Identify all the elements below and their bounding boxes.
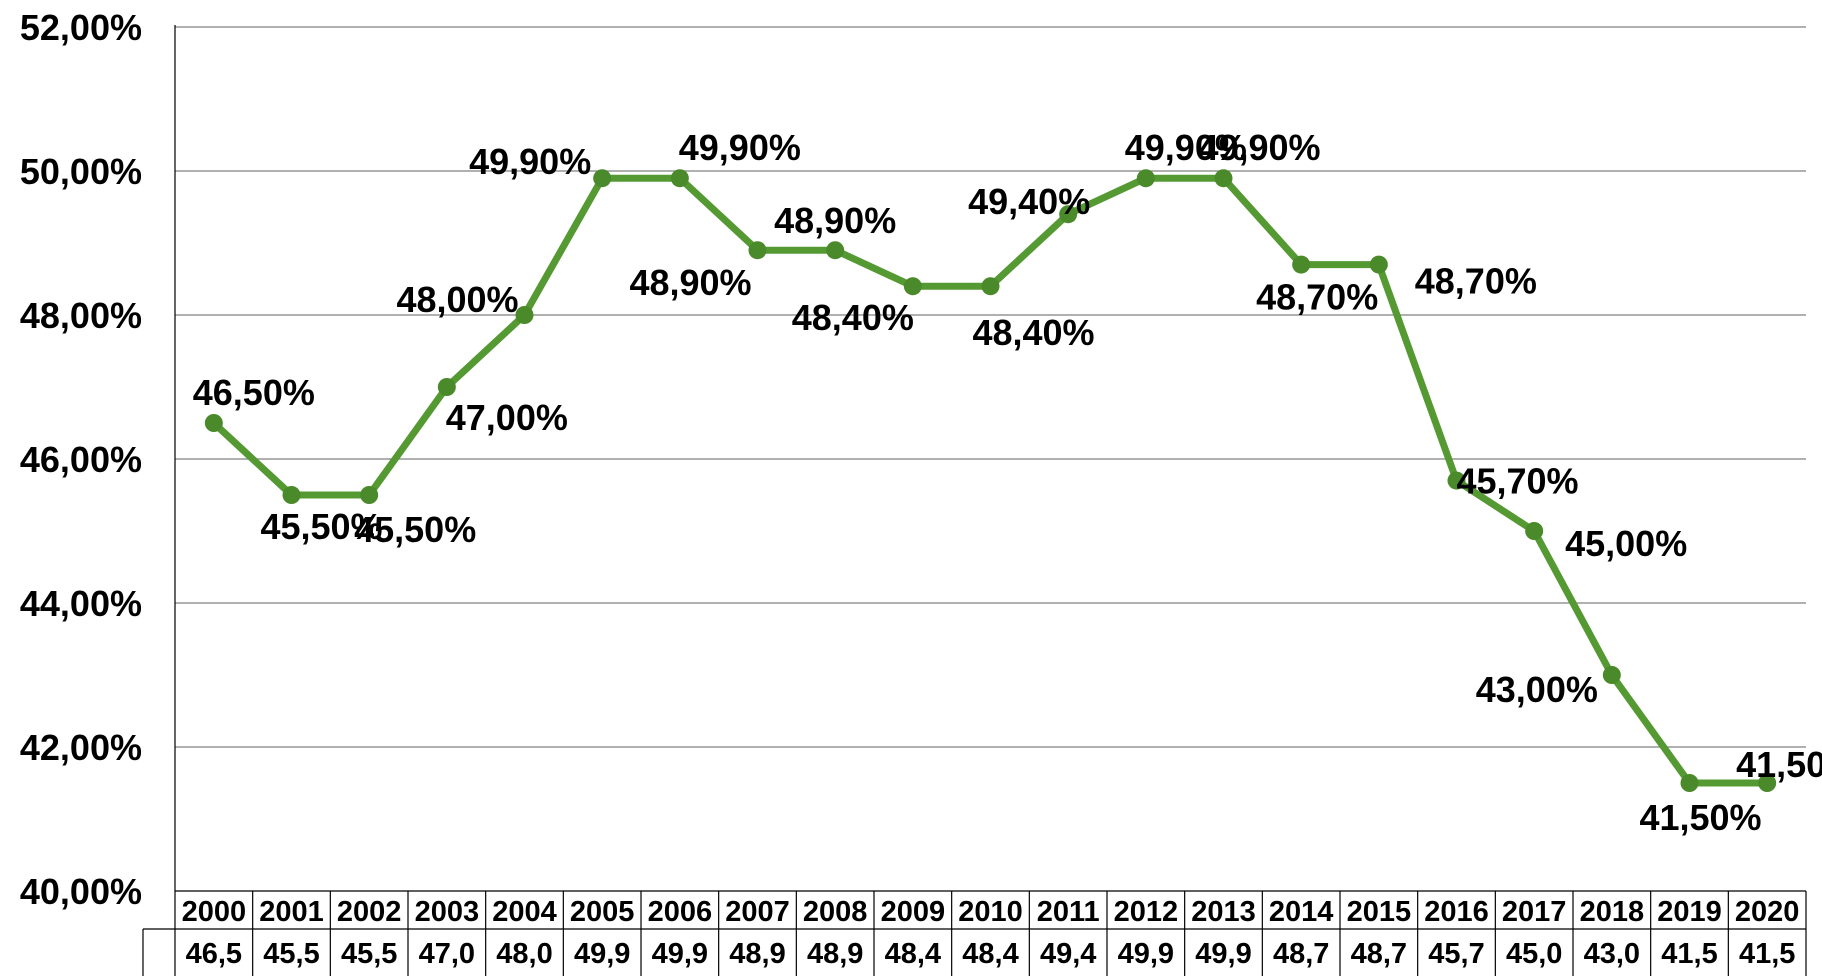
table-value: 48,0 <box>496 938 552 970</box>
data-label: 46,50% <box>193 372 315 413</box>
x-tick-label: 2020 <box>1735 896 1800 928</box>
table-value: 47,0 <box>419 938 475 970</box>
x-tick-label: 2013 <box>1191 896 1256 928</box>
table-value: 49,9 <box>1195 938 1251 970</box>
table-value: 49,9 <box>574 938 630 970</box>
data-label: 48,40% <box>792 297 914 338</box>
table-value: 48,7 <box>1273 938 1329 970</box>
data-label: 48,70% <box>1415 261 1537 302</box>
data-point <box>437 378 456 396</box>
x-tick-label: 2016 <box>1424 896 1489 928</box>
data-point <box>1758 774 1777 792</box>
data-points <box>204 169 1777 792</box>
x-tick-label: 2005 <box>570 896 635 928</box>
y-tick-label: 40,00% <box>20 871 142 912</box>
data-point <box>981 277 1000 296</box>
table-value: 46,5 <box>186 938 242 970</box>
data-label: 48,70% <box>1256 277 1378 318</box>
data-point <box>1136 169 1155 188</box>
table-value: 43,0 <box>1584 938 1640 970</box>
x-tick-label: 2010 <box>958 896 1023 928</box>
data-point <box>1292 255 1311 274</box>
x-tick-label: 2009 <box>881 896 946 928</box>
data-point <box>1680 774 1699 792</box>
table-value: 48,7 <box>1351 938 1407 970</box>
gridlines <box>175 26 1806 748</box>
x-tick-label: 2002 <box>337 896 402 928</box>
x-tick-label: 2014 <box>1269 896 1334 928</box>
y-tick-label: 46,00% <box>20 439 142 480</box>
data-label: 48,40% <box>972 312 1094 353</box>
data-point <box>1447 471 1466 490</box>
data-point <box>826 241 845 260</box>
data-point <box>748 241 767 260</box>
data-point <box>1059 205 1078 224</box>
x-tick-label: 2004 <box>492 896 557 928</box>
x-tick-label: 2017 <box>1502 896 1567 928</box>
data-label: 49,90% <box>469 141 591 182</box>
x-tick-label: 2018 <box>1580 896 1645 928</box>
data-label: 47,00% <box>446 397 568 438</box>
x-tick-label: 2015 <box>1347 896 1412 928</box>
table-value: 49,9 <box>1118 938 1174 970</box>
x-tick-label: 2000 <box>182 896 247 928</box>
x-tick-label: 2012 <box>1114 896 1179 928</box>
y-tick-labels: 40,00% 42,00% 44,00% 46,00% 48,00% 50,00% 52,0… <box>20 7 142 912</box>
table-value: 48,4 <box>885 938 941 970</box>
data-table: 2000 46,5 2001 45,5 2002 45,5 2003 47,0 2004 48,0… <box>142 890 1807 976</box>
data-label: 48,90% <box>774 200 896 241</box>
data-label: 49,90% <box>679 127 801 168</box>
table-value: 48,9 <box>729 938 785 970</box>
data-label: 45,00% <box>1565 523 1687 564</box>
table-value: 48,9 <box>807 938 863 970</box>
table-value: 41,5 <box>1739 938 1795 970</box>
table-value: 48,4 <box>962 938 1018 970</box>
table-value: 49,9 <box>652 938 708 970</box>
data-point <box>1602 666 1621 684</box>
table-value: 45,0 <box>1506 938 1562 970</box>
data-label: 49,90% <box>1125 127 1247 168</box>
data-label: 45,50% <box>354 509 476 550</box>
data-point <box>670 169 689 188</box>
y-tick-label: 48,00% <box>20 295 142 336</box>
x-tick-label: 2007 <box>725 896 790 928</box>
data-point <box>1369 255 1388 274</box>
data-label: 43,00% <box>1476 669 1598 710</box>
table-value: 41,5 <box>1661 938 1717 970</box>
data-label: 49,90% <box>1198 127 1320 168</box>
y-tick-label: 44,00% <box>20 583 142 624</box>
data-point <box>1214 169 1233 188</box>
data-point <box>204 414 223 432</box>
x-tick-label: 2011 <box>1037 896 1100 928</box>
data-label: 41,50% <box>1736 744 1822 785</box>
table-value: 45,5 <box>263 938 319 970</box>
data-point <box>1525 522 1544 540</box>
data-point <box>515 306 534 324</box>
data-point <box>282 486 301 504</box>
data-point <box>903 277 922 296</box>
data-point <box>593 169 612 188</box>
table-value: 45,7 <box>1428 938 1484 970</box>
y-tick-label: 50,00% <box>20 151 142 192</box>
x-tick-label: 2019 <box>1657 896 1722 928</box>
data-label: 41,50% <box>1639 797 1761 838</box>
data-label: 48,90% <box>629 262 751 303</box>
table-value: 45,5 <box>341 938 397 970</box>
x-tick-label: 2001 <box>259 896 324 928</box>
x-tick-label: 2006 <box>648 896 713 928</box>
y-tick-label: 42,00% <box>20 727 142 768</box>
data-label: 48,00% <box>396 279 518 320</box>
x-tick-label: 2003 <box>415 896 480 928</box>
data-label: 45,70% <box>1456 461 1578 502</box>
table-value: 49,4 <box>1040 938 1096 970</box>
x-tick-label: 2008 <box>803 896 868 928</box>
data-label: 45,50% <box>260 506 382 547</box>
data-point <box>360 486 379 504</box>
y-tick-label: 52,00% <box>20 7 142 48</box>
data-label: 49,40% <box>968 181 1090 222</box>
data-labels: 46,50%45,50%45,50%47,00%48,00%49,90% 49,9… <box>193 127 1822 838</box>
